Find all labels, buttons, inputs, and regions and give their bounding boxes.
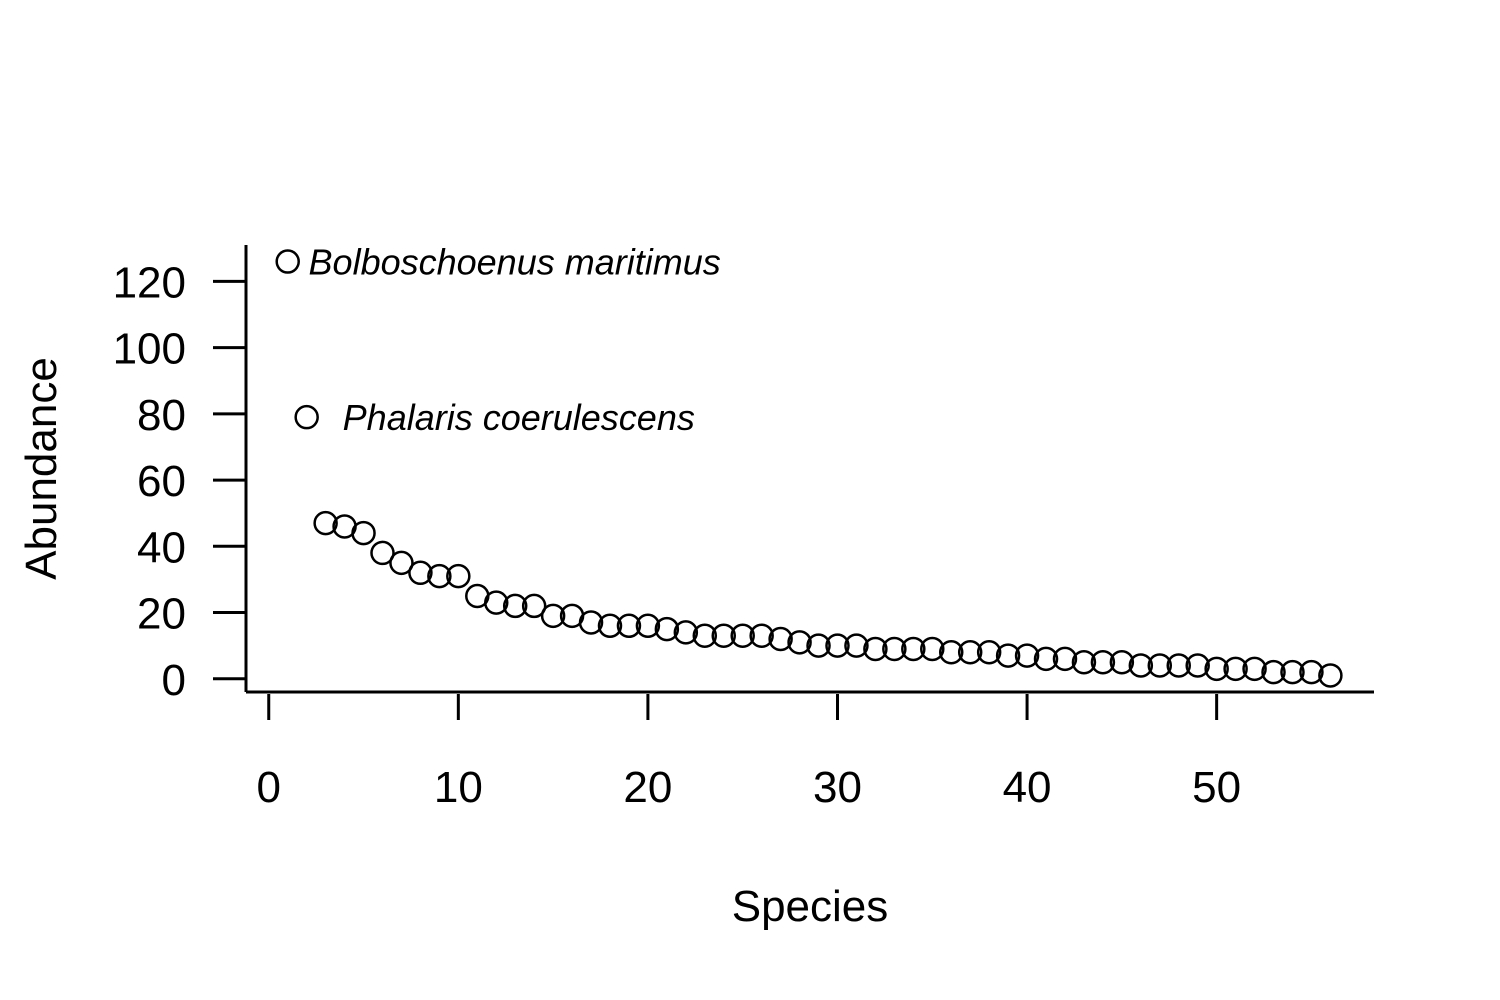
data-point [1185, 653, 1210, 678]
data-point [654, 616, 680, 642]
x-tick-label: 40 [1003, 763, 1052, 812]
y-tick-label: 80 [137, 391, 186, 440]
data-point [863, 636, 888, 662]
data-point [730, 623, 755, 648]
x-tick-label: 10 [434, 763, 483, 812]
data-point [1052, 646, 1078, 672]
data-point [673, 620, 699, 645]
data-point [1204, 656, 1229, 682]
data-point [938, 640, 964, 665]
data-point [1128, 653, 1154, 678]
x-tick-label: 50 [1192, 763, 1241, 812]
data-point [502, 593, 528, 619]
data-point [1242, 656, 1267, 682]
x-tick-label: 30 [813, 763, 862, 812]
data-point [408, 560, 433, 586]
data-point [294, 404, 319, 430]
data-point [313, 510, 338, 536]
data-point [995, 643, 1021, 668]
data-point [1280, 659, 1305, 685]
point-annotation: Bolboschoenus maritimus [309, 242, 721, 283]
data-point [825, 633, 850, 658]
data-point [275, 249, 300, 274]
x-axis-title: Species [732, 882, 889, 931]
point-annotation: Phalaris coerulescens [343, 397, 695, 438]
data-point [1299, 659, 1324, 685]
data-points [275, 249, 1343, 688]
y-tick-label: 0 [162, 656, 186, 705]
data-point [844, 633, 869, 658]
y-axis-title: Abundance [17, 357, 66, 580]
y-tick-label: 40 [137, 523, 186, 572]
data-point [882, 636, 907, 662]
data-point [1014, 643, 1040, 668]
data-point [1033, 646, 1059, 672]
data-point [1318, 663, 1343, 688]
data-point [976, 640, 1002, 665]
data-point [920, 636, 945, 662]
data-point [578, 610, 604, 635]
axes: 0 20 40 60 80 100 120 0 10 20 30 40 50 [113, 245, 1374, 812]
y-tick-label: 100 [113, 325, 186, 374]
data-point [1090, 649, 1116, 675]
data-point [1109, 649, 1135, 675]
data-point [957, 640, 983, 665]
point-annotations: Bolboschoenus maritimus Phalaris coerules… [309, 242, 721, 439]
y-tick-label: 60 [137, 457, 186, 506]
y-tick-label: 120 [113, 258, 186, 307]
data-point [1071, 649, 1097, 675]
data-point [768, 626, 793, 652]
data-point [1166, 653, 1191, 678]
data-point [1147, 653, 1173, 678]
data-point [389, 550, 414, 576]
data-point [806, 633, 831, 658]
x-tick-label: 20 [623, 763, 672, 812]
data-point [616, 613, 642, 639]
data-point [446, 563, 471, 589]
data-point [427, 563, 452, 589]
data-point [692, 623, 718, 648]
data-point [597, 613, 623, 639]
data-point [483, 590, 509, 615]
data-point [635, 613, 661, 639]
data-point [370, 540, 395, 566]
data-point [749, 623, 774, 648]
data-point [901, 636, 926, 662]
data-point [351, 520, 376, 546]
data-point [1223, 656, 1248, 682]
data-point [711, 623, 736, 648]
y-tick-label: 20 [137, 590, 186, 639]
x-tick-label: 0 [257, 763, 281, 812]
data-point [787, 630, 812, 655]
data-point [521, 593, 547, 619]
data-point [1261, 659, 1286, 685]
data-point [540, 603, 566, 629]
